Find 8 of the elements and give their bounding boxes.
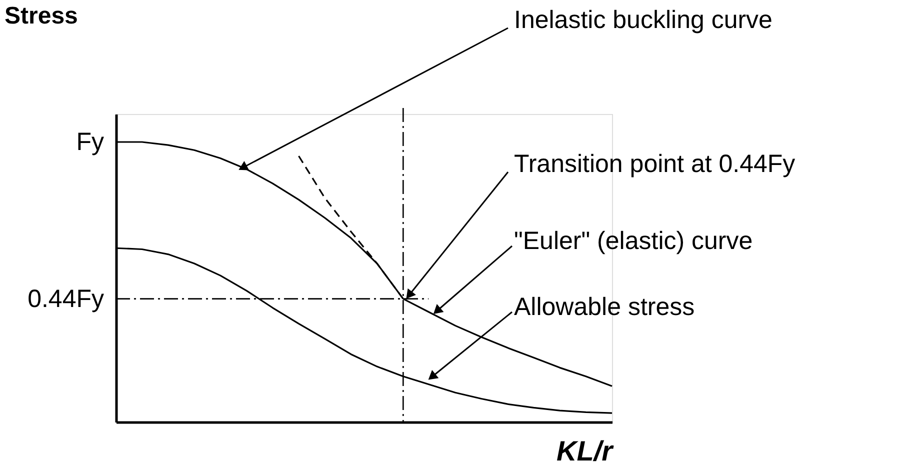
ref-line-label: 0.44Fy — [28, 284, 104, 313]
annotation: Transition point at 0.44Fy — [514, 150, 796, 178]
annotation: Allowable stress — [514, 293, 695, 321]
y-axis-title: Stress — [4, 2, 78, 30]
x-axis-title: KL/r — [556, 436, 615, 466]
text: Inelastic buckling curve — [514, 6, 772, 34]
text: Fy — [76, 128, 104, 156]
annotation: "Euler" (elastic) curve — [514, 227, 753, 255]
